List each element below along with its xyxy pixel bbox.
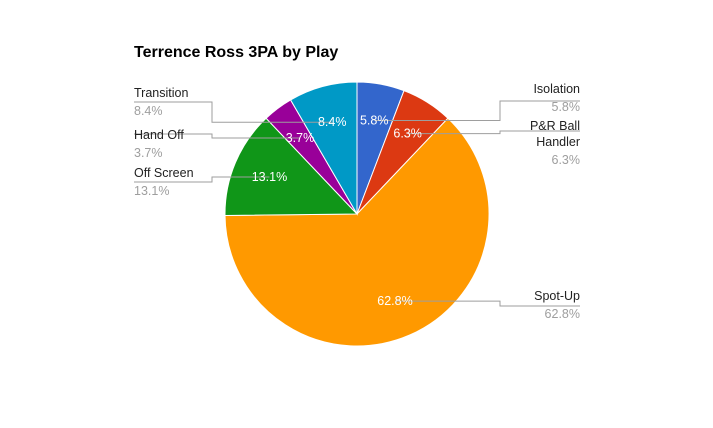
slice-external-percent-spot-up: 62.8% [545, 307, 580, 321]
slice-percent-spot-up: 62.8% [377, 294, 412, 308]
slice-external-percent-p-r-ball-handler: 6.3% [552, 153, 581, 167]
slice-percent-p-r-ball-handler: 6.3% [393, 127, 422, 141]
leader-line-off-screen [134, 176, 270, 183]
slice-external-percent-off-screen: 13.1% [134, 184, 169, 198]
slice-external-percent-hand-off: 3.7% [134, 146, 163, 160]
slice-name-transition: Transition [134, 86, 188, 100]
pie-slice-transition[interactable] [289, 81, 358, 216]
slice-percent-off-screen: 13.1% [252, 170, 287, 184]
slice-name-off-screen: Off Screen [134, 166, 194, 180]
leader-line-p-r-ball-handler [407, 130, 580, 135]
leader-line-transition [134, 101, 333, 123]
slice-name-p-r-ball-handler-line-2: Handler [536, 135, 580, 149]
slice-name-isolation: Isolation [533, 82, 580, 96]
slice-percent-isolation: 5.8% [360, 114, 389, 128]
slice-name-spot-up: Spot-Up [534, 289, 580, 303]
leader-line-spot-up [394, 300, 580, 307]
slice-percent-labels: 5.8% 6.3% 62.8% 13.1% 3.7%8.4% [252, 114, 422, 309]
slice-external-percent-isolation: 5.8% [552, 100, 581, 114]
leader-line-isolation [374, 100, 580, 122]
slice-name-hand-off: Hand Off [134, 128, 184, 142]
pie-slices [224, 81, 490, 347]
leader-lines [134, 100, 580, 307]
slice-external-labels: Isolation 5.8% P&R Ball Handler 6.3% Spot-Up 6… [134, 82, 580, 321]
slice-name-p-r-ball-handler-line-1: P&R Ball [530, 119, 580, 133]
slice-percent-hand-off: 3.7% [286, 131, 315, 145]
leader-line-hand-off [134, 133, 300, 139]
pie-slice-spot-up[interactable] [224, 117, 490, 347]
chart-title: Terrence Ross 3PA by Play [134, 44, 338, 61]
slice-percent-transition: 8.4% [318, 115, 347, 129]
slice-external-percent-transition: 8.4% [134, 104, 163, 118]
